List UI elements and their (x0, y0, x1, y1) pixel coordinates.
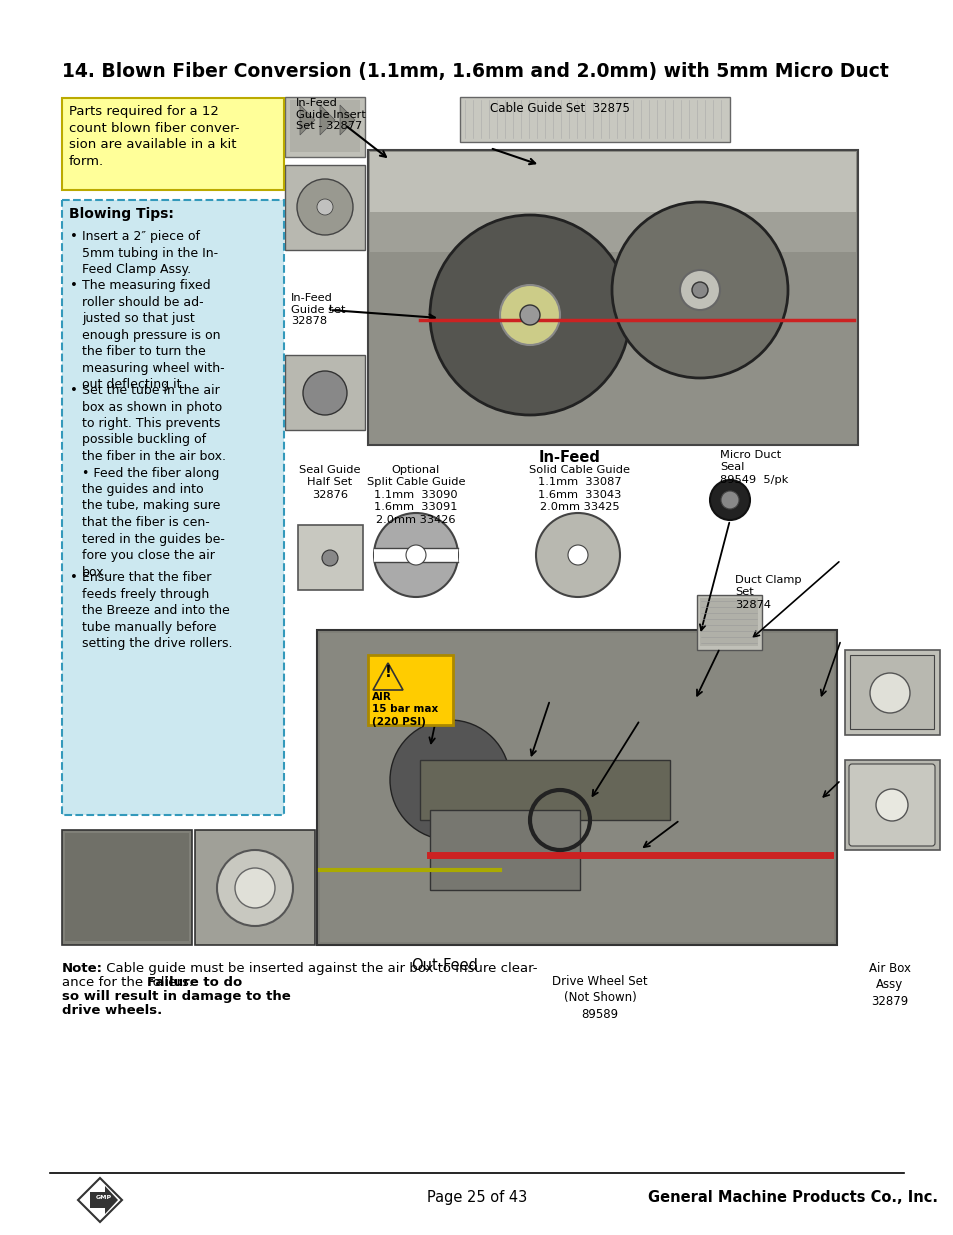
Bar (285, 354, 365, 430)
Bar (849, 655, 933, 729)
Text: Solid Cable Guide
1.1mm  33087
1.6mm  33043
2.0mm 33425: Solid Cable Guide 1.1mm 33087 1.6mm 3304… (529, 466, 630, 513)
Polygon shape (373, 663, 402, 690)
Bar (290, 100, 359, 152)
Bar (285, 98, 365, 157)
Circle shape (322, 550, 337, 566)
Circle shape (519, 305, 539, 325)
Circle shape (390, 720, 510, 840)
Circle shape (567, 545, 587, 564)
Polygon shape (78, 1178, 122, 1221)
Bar (297, 525, 363, 590)
Circle shape (430, 215, 629, 415)
Bar (844, 650, 939, 735)
Circle shape (216, 850, 293, 926)
Circle shape (316, 199, 333, 215)
Bar (370, 212, 855, 252)
Bar (430, 810, 579, 890)
Text: Air Box
Assy
32879: Air Box Assy 32879 (868, 962, 910, 1008)
Circle shape (234, 868, 274, 908)
Text: AIR
15 bar max
(220 PSI): AIR 15 bar max (220 PSI) (372, 692, 437, 727)
Circle shape (406, 545, 426, 564)
Text: Optional
Split Cable Guide
1.1mm  33090
1.6mm  33091
2.0mm 33426: Optional Split Cable Guide 1.1mm 33090 1… (366, 466, 465, 525)
Text: Cable guide must be inserted against the air box to insure clear-: Cable guide must be inserted against the… (102, 962, 537, 974)
Bar (370, 152, 855, 212)
Circle shape (612, 203, 787, 378)
Circle shape (720, 492, 739, 509)
Text: Page 25 of 43: Page 25 of 43 (426, 1191, 527, 1205)
Polygon shape (90, 1186, 118, 1214)
Text: Out-Feed: Out-Feed (411, 958, 478, 973)
Text: drive wheels.: drive wheels. (62, 1004, 162, 1016)
Bar (319, 634, 833, 942)
Polygon shape (339, 105, 355, 135)
Bar (62, 200, 284, 815)
Bar (368, 655, 453, 725)
Circle shape (536, 513, 619, 597)
Text: Failure to do: Failure to do (147, 976, 242, 989)
Text: Seal Guide
Half Set
32876: Seal Guide Half Set 32876 (299, 466, 360, 500)
Bar (62, 98, 284, 190)
Circle shape (499, 285, 559, 345)
Circle shape (869, 673, 909, 713)
Text: The measuring fixed
roller should be ad-
justed so that just
enough pressure is : The measuring fixed roller should be ad-… (82, 279, 224, 391)
Circle shape (691, 282, 707, 298)
Polygon shape (319, 105, 335, 135)
Text: •: • (70, 572, 78, 584)
Polygon shape (299, 105, 314, 135)
Text: Drive Wheel Set
(Not Shown)
89589: Drive Wheel Set (Not Shown) 89589 (552, 974, 647, 1021)
Circle shape (303, 370, 347, 415)
Bar (459, 98, 729, 142)
Text: •: • (70, 230, 78, 243)
Bar (285, 165, 365, 249)
Text: General Machine Products Co., Inc.: General Machine Products Co., Inc. (647, 1191, 937, 1205)
Circle shape (709, 480, 749, 520)
Text: GMP: GMP (96, 1195, 112, 1200)
Text: Set the tube in the air
box as shown in photo
to right. This prevents
possible b: Set the tube in the air box as shown in … (82, 384, 226, 578)
Bar (194, 830, 314, 945)
FancyBboxPatch shape (848, 764, 934, 846)
Bar (700, 598, 758, 646)
Circle shape (875, 789, 907, 821)
Text: In-Feed
Guide Insert
Set - 32877: In-Feed Guide Insert Set - 32877 (295, 98, 366, 131)
Text: 14. Blown Fiber Conversion (1.1mm, 1.6mm and 2.0mm) with 5mm Micro Duct: 14. Blown Fiber Conversion (1.1mm, 1.6mm… (62, 62, 888, 82)
Text: Parts required for a 12
count blown fiber conver-
sion are available in a kit
fo: Parts required for a 12 count blown fibe… (69, 105, 239, 168)
Circle shape (679, 270, 720, 310)
Bar (316, 630, 836, 945)
Text: Cable Guide Set  32875: Cable Guide Set 32875 (490, 103, 629, 115)
Bar (419, 760, 669, 820)
Text: Note:: Note: (62, 962, 103, 974)
Text: ance for the rollers.: ance for the rollers. (62, 976, 197, 989)
Circle shape (296, 179, 353, 235)
Text: Duct Clamp
Set
32874: Duct Clamp Set 32874 (734, 576, 801, 610)
Circle shape (374, 513, 457, 597)
Text: In-Feed
Guide set
32878: In-Feed Guide set 32878 (291, 293, 345, 326)
Text: Micro Duct
Seal
89549  5/pk: Micro Duct Seal 89549 5/pk (720, 450, 787, 485)
Text: Blowing Tips:: Blowing Tips: (69, 207, 173, 221)
Text: In-Feed: In-Feed (538, 450, 600, 466)
Text: •: • (70, 384, 78, 396)
Text: so will result in damage to the: so will result in damage to the (62, 990, 291, 1003)
Bar (62, 830, 192, 945)
Bar (844, 760, 939, 850)
Text: Ensure that the fiber
feeds freely through
the Breeze and into the
tube manually: Ensure that the fiber feeds freely throu… (82, 572, 233, 651)
Text: !: ! (384, 664, 391, 680)
Bar (697, 595, 761, 650)
Bar (374, 548, 457, 562)
Bar (368, 149, 857, 445)
Text: Insert a 2″ piece of
5mm tubing in the In-
Feed Clamp Assy.: Insert a 2″ piece of 5mm tubing in the I… (82, 230, 218, 275)
Text: •: • (70, 279, 78, 293)
Bar (65, 832, 189, 941)
